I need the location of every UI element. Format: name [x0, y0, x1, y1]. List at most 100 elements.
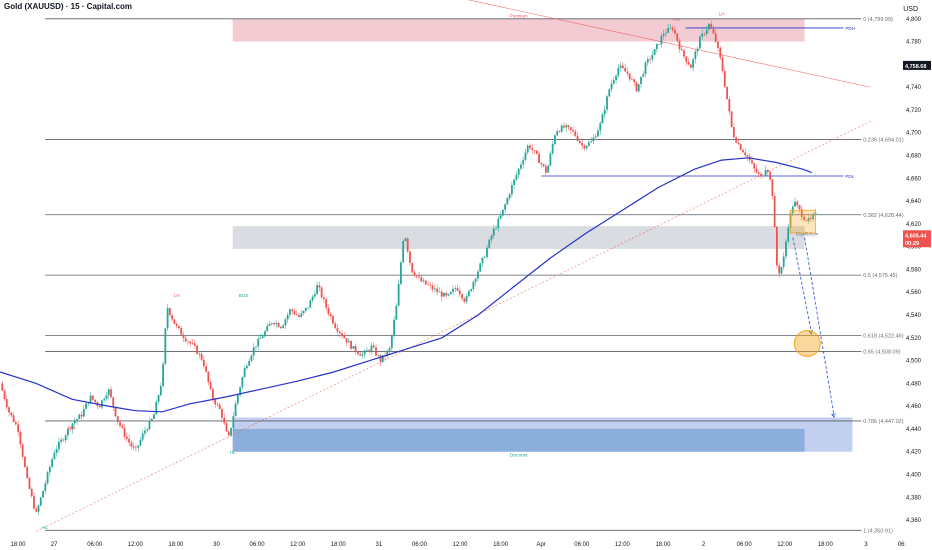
candle-body [483, 257, 486, 258]
candle-body [261, 336, 264, 339]
candle-body [205, 366, 208, 372]
candle-body [420, 277, 423, 282]
candle-body [168, 308, 171, 316]
candle-body [214, 399, 217, 405]
candle-body [787, 227, 790, 242]
candle-body [298, 315, 300, 317]
candle-body [730, 111, 733, 128]
candle-body [499, 215, 502, 219]
x-tick-label: 31 [375, 542, 382, 548]
y-tick-label: 4,600 [906, 245, 922, 251]
candle-body [433, 288, 436, 290]
candle-body [535, 150, 538, 154]
candle-body [406, 238, 409, 252]
candle-body [137, 445, 140, 448]
axes: 4,8004,7804,7604,7404,7204,7004,6804,660… [11, 17, 931, 548]
candle-body [8, 407, 10, 413]
candle-body [112, 397, 115, 407]
x-tick-label: 06: [898, 542, 907, 548]
candle-body [393, 319, 396, 336]
candle-body [234, 403, 237, 417]
candle-body [62, 439, 65, 441]
candle-body [590, 141, 593, 143]
candle-body [379, 355, 382, 362]
candle-body [658, 44, 661, 45]
candle-body [119, 421, 121, 426]
candle-body [773, 195, 776, 228]
candle-body [794, 201, 796, 207]
annotations: Premium Equilibrium Discount EQL LH BOS HL HL HH… [42, 11, 818, 530]
y-tick-label: 4,480 [906, 381, 922, 387]
candle-body [803, 216, 805, 221]
candle-body [402, 241, 405, 263]
candle-body [481, 257, 484, 264]
candle-body [78, 414, 81, 420]
candle-body [130, 442, 133, 447]
candle-body [542, 164, 545, 167]
candle-body [719, 47, 722, 58]
candle-body [198, 353, 201, 355]
price-tag [903, 60, 931, 70]
candle-body [325, 299, 328, 308]
candle-body [529, 145, 531, 149]
candle-body [610, 83, 613, 90]
candle-body [329, 313, 332, 317]
candle-body [26, 467, 29, 478]
candle-body [193, 343, 196, 346]
x-tick-label: 3 [864, 542, 868, 548]
candle-body [701, 33, 704, 37]
candle-body [515, 174, 518, 180]
candle-body [243, 368, 246, 378]
candle-body [766, 170, 769, 173]
candle-body [796, 201, 799, 206]
candle-body [626, 71, 629, 74]
fib-label: 1 (4,350.91) [863, 528, 893, 534]
candle-body [649, 59, 651, 60]
candle-body [366, 350, 368, 351]
candle-body [488, 239, 491, 248]
candle-body [445, 292, 448, 296]
candle-body [105, 395, 108, 399]
candle-body [311, 296, 314, 301]
candle-body [637, 84, 640, 92]
candle-body [755, 168, 758, 173]
candle-body [404, 238, 407, 242]
candle-body [547, 165, 550, 173]
candle-body [513, 179, 516, 186]
candle-body [42, 490, 44, 498]
candle-body [742, 149, 744, 153]
candle-body [698, 36, 701, 49]
candle-body [44, 483, 47, 491]
candle-body [642, 74, 645, 77]
candle-body [522, 159, 525, 165]
candle-body [162, 363, 164, 387]
candle-body [381, 355, 384, 362]
y-tick-label: 4,440 [906, 427, 922, 433]
candle-body [760, 174, 762, 177]
candle-body [375, 347, 377, 356]
fib-label: 0.786 (4,447.02) [863, 419, 904, 425]
candle-body [159, 386, 162, 396]
x-tick-label: 30 [213, 542, 220, 548]
candle-body [739, 143, 742, 150]
candle-body [239, 387, 241, 395]
candle-body [53, 452, 56, 460]
candle-body [429, 284, 432, 286]
y-tick-label: 4,680 [906, 154, 922, 160]
candle-body [776, 227, 778, 266]
candle-body [3, 390, 6, 400]
candle-body [196, 345, 198, 355]
candle-body [33, 496, 35, 509]
candle-body [98, 405, 101, 408]
candle-body [150, 418, 153, 421]
candle-body [218, 404, 221, 410]
candle-body [572, 129, 574, 132]
y-tick-label: 4,520 [906, 336, 922, 342]
candle-body [601, 114, 604, 124]
candle-body [687, 61, 690, 65]
candle-body [556, 131, 559, 136]
candle-body [454, 288, 457, 289]
candle-body [436, 288, 439, 293]
candle-body [544, 166, 547, 173]
